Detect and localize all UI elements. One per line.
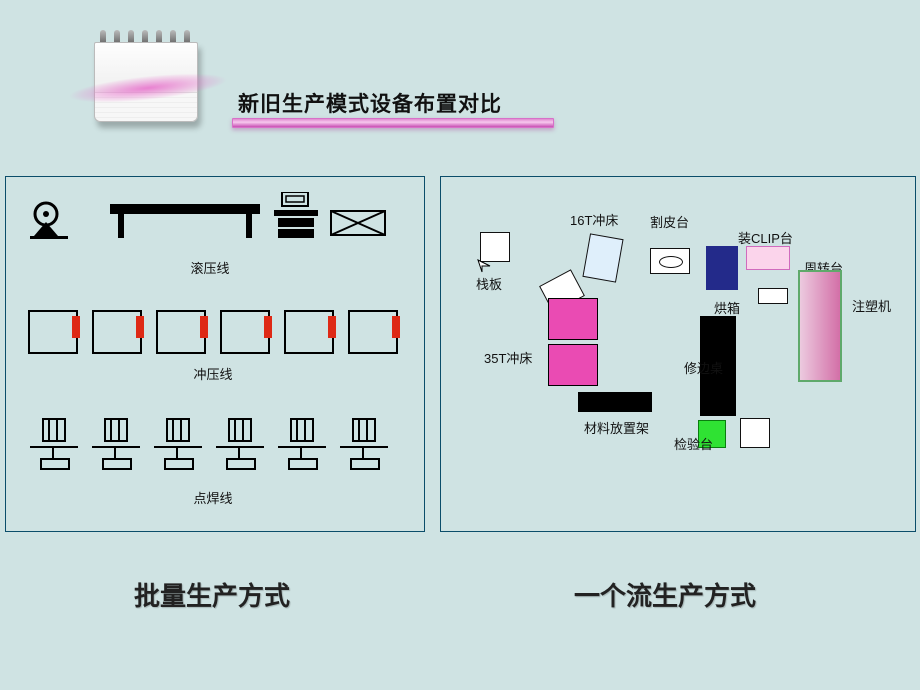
welder-unit xyxy=(282,418,322,468)
station-matshelf xyxy=(578,392,652,412)
station-label-oven: 烘箱 xyxy=(714,298,740,317)
row3-label: 点焊线 xyxy=(178,488,248,507)
crossbox-icon xyxy=(330,210,386,236)
welder-unit xyxy=(220,418,260,468)
station-clip xyxy=(746,246,790,270)
big-press-icon xyxy=(272,192,320,242)
press-unit xyxy=(92,310,142,354)
welder-unit xyxy=(344,418,384,468)
notepad-icon xyxy=(88,30,218,130)
station-mold xyxy=(798,270,842,382)
station-label-pallet: 栈板 xyxy=(476,274,502,293)
press-unit xyxy=(156,310,206,354)
station-punch35b xyxy=(548,344,598,386)
station-label-punch16: 16T冲床 xyxy=(570,210,618,229)
welder-unit xyxy=(158,418,198,468)
station-label-trim: 修边桌 xyxy=(684,358,723,377)
press-unit xyxy=(220,310,270,354)
row2-label: 冲压线 xyxy=(178,364,248,383)
station-cut xyxy=(650,248,690,274)
welder-unit xyxy=(96,418,136,468)
welder-unit xyxy=(34,418,74,468)
station-label-mold: 注塑机 xyxy=(852,296,891,315)
title-underline xyxy=(232,118,554,128)
station-blank xyxy=(740,418,770,448)
right-footer: 一个流生产方式 xyxy=(574,576,756,613)
station-label-cut: 割皮台 xyxy=(650,212,689,231)
press-unit xyxy=(284,310,334,354)
pallet-arrow-icon xyxy=(476,258,492,274)
station-label-clip: 装CLIP台 xyxy=(738,228,793,247)
station-label-punch35a: 35T冲床 xyxy=(484,348,532,367)
table-icon xyxy=(110,200,260,240)
station-label-matshelf: 材料放置架 xyxy=(584,418,649,437)
station-turntable xyxy=(758,288,788,304)
reel-icon xyxy=(30,200,74,240)
left-footer: 批量生产方式 xyxy=(134,576,290,613)
station-punch35a xyxy=(548,298,598,340)
press-unit xyxy=(348,310,398,354)
page-title: 新旧生产模式设备布置对比 xyxy=(238,88,502,118)
press-unit xyxy=(28,310,78,354)
station-label-inspect: 检验台 xyxy=(674,434,713,453)
row1-label: 滚压线 xyxy=(170,258,250,277)
station-oven xyxy=(706,246,738,290)
